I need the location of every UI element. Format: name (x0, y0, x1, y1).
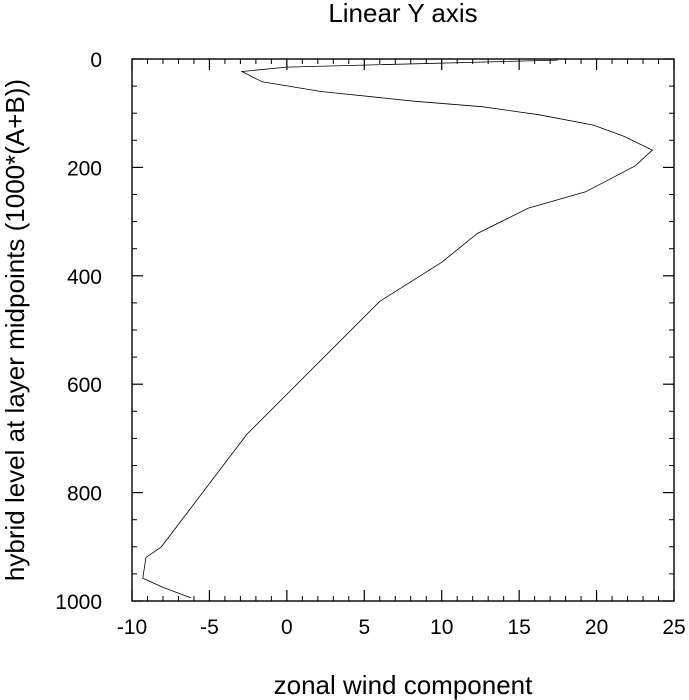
x-tick-label: 20 (585, 616, 608, 639)
x-axis-title: zonal wind component (274, 670, 533, 700)
x-tick-label: 15 (507, 616, 530, 639)
y-axis-title: hybrid level at layer midpoints (1000*(A… (0, 79, 30, 581)
x-tick-labels: -10 -5 0 5 10 15 20 25 (117, 616, 686, 639)
x-tick-label: 25 (662, 616, 685, 639)
minor-ticks (132, 59, 674, 601)
y-tick-label: 0 (90, 49, 102, 72)
y-tick-label: 600 (67, 374, 102, 397)
x-tick-label: -5 (200, 616, 219, 639)
y-tick-label: 200 (67, 157, 102, 180)
chart-title: Linear Y axis (328, 0, 477, 28)
x-tick-label: 10 (430, 616, 453, 639)
x-tick-label: 0 (281, 616, 293, 639)
x-tick-label: 5 (358, 616, 370, 639)
series-line (142, 59, 654, 599)
y-tick-label: 1000 (55, 591, 102, 614)
y-tick-label: 400 (67, 266, 102, 289)
x-tick-label: -10 (117, 616, 147, 639)
major-ticks (131, 58, 675, 602)
plot-frame (131, 58, 675, 602)
y-tick-label: 800 (67, 483, 102, 506)
y-tick-labels: 0 200 400 600 800 1000 (55, 49, 102, 614)
